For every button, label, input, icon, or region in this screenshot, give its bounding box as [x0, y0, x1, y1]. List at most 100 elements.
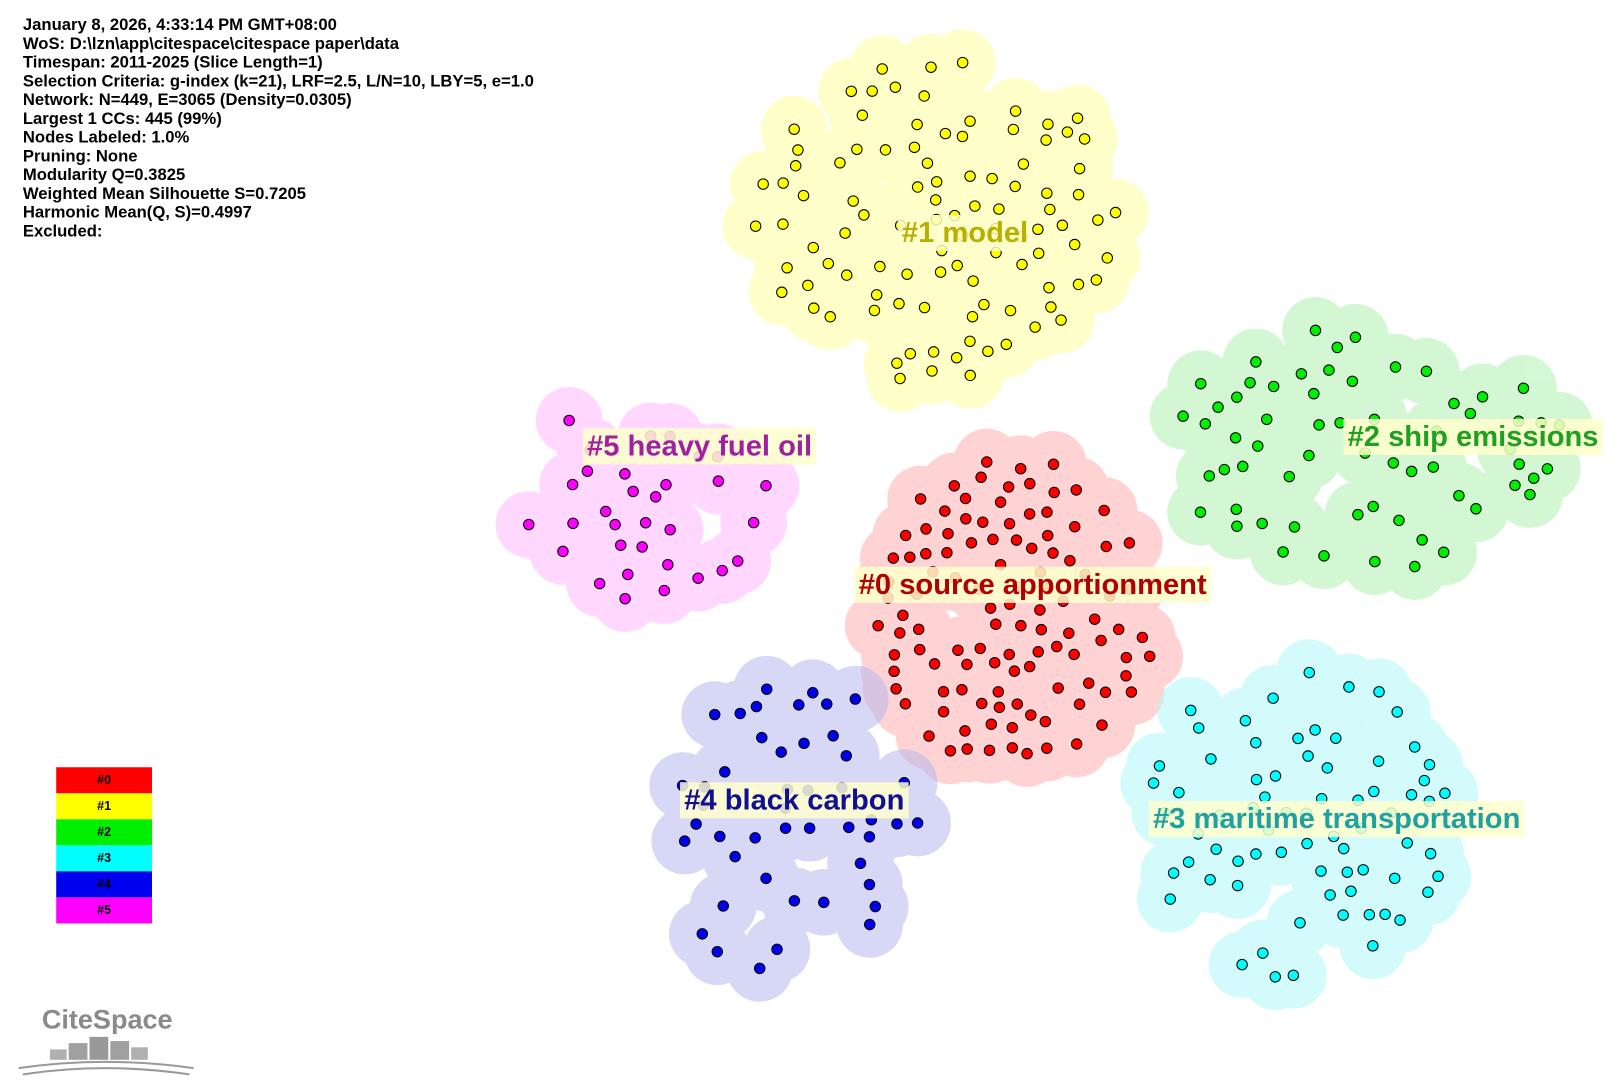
node [793, 699, 805, 711]
node [847, 195, 859, 207]
node [888, 649, 901, 661]
node [798, 737, 810, 750]
node [1250, 736, 1262, 749]
node [619, 592, 631, 605]
cluster-label: #5 heavy fuel oil [587, 430, 812, 462]
node [920, 523, 932, 535]
node [711, 945, 724, 958]
node [1011, 698, 1023, 710]
node [749, 832, 761, 844]
node [1373, 686, 1385, 698]
node [622, 568, 634, 581]
node [1177, 410, 1189, 422]
node [843, 821, 855, 834]
node [658, 584, 671, 597]
node [1064, 554, 1076, 567]
node [753, 962, 766, 975]
node [1185, 704, 1197, 717]
node [1257, 947, 1269, 959]
node [1003, 648, 1015, 661]
node [1343, 681, 1355, 693]
node [1014, 462, 1027, 475]
node [1367, 500, 1379, 513]
node [1099, 686, 1112, 699]
node [1034, 604, 1046, 616]
node [788, 123, 800, 135]
cluster-label: #3 maritime transportation [1153, 803, 1520, 835]
node [1210, 843, 1222, 855]
node [1112, 623, 1125, 636]
node [523, 518, 535, 531]
node [897, 609, 909, 622]
node [775, 746, 787, 758]
node [1052, 682, 1064, 694]
node [1204, 873, 1216, 886]
node [851, 143, 863, 156]
node [1288, 521, 1301, 533]
node [899, 698, 912, 710]
legend-swatch [56, 897, 152, 924]
node [1194, 378, 1207, 390]
cluster-area [495, 387, 800, 633]
node [964, 369, 976, 382]
header-line: Harmonic Mean(Q, S)=0.4997 [23, 203, 252, 222]
legend-label: #1 [97, 799, 111, 813]
node [1331, 341, 1343, 354]
node [678, 835, 691, 847]
node [849, 693, 862, 705]
legend-swatch [56, 819, 152, 846]
node [1302, 750, 1314, 762]
node [1231, 520, 1243, 532]
node [1048, 486, 1060, 499]
node [1120, 670, 1132, 682]
node [777, 177, 789, 189]
node [1055, 314, 1067, 326]
legend-label: #4 [97, 877, 111, 891]
node [891, 818, 903, 830]
node [959, 492, 972, 505]
node [1269, 971, 1281, 983]
node [1313, 419, 1325, 431]
logo-bar [89, 1036, 109, 1060]
node [1000, 338, 1013, 351]
node [1098, 504, 1110, 517]
node [1009, 180, 1021, 193]
node [1061, 126, 1074, 138]
node [1295, 368, 1308, 380]
cluster-label: #4 black carbon [684, 784, 904, 816]
node [807, 687, 819, 699]
node [966, 311, 979, 323]
node [1321, 762, 1334, 774]
node [1070, 484, 1082, 496]
node [599, 505, 612, 518]
node [639, 517, 652, 529]
node [920, 548, 932, 560]
logo-book [18, 1060, 194, 1076]
node [779, 822, 792, 834]
node [894, 627, 906, 639]
node [948, 480, 961, 492]
node [714, 830, 726, 843]
node [1448, 397, 1460, 410]
node [1070, 738, 1083, 750]
node [1205, 753, 1217, 765]
header-line: Network: N=449, E=3065 (Density=0.0305) [23, 90, 352, 109]
node [1363, 908, 1376, 921]
node [969, 200, 981, 212]
node [1250, 773, 1263, 786]
node [749, 220, 762, 232]
node [660, 479, 672, 491]
cluster-areas [495, 29, 1593, 1011]
node [1029, 321, 1041, 333]
node [1072, 188, 1085, 201]
label-background [854, 566, 1212, 603]
node [1252, 440, 1264, 452]
logo-bar [131, 1047, 148, 1060]
node [757, 178, 769, 190]
node [1391, 706, 1403, 718]
node [976, 697, 988, 710]
node [1063, 627, 1075, 639]
node [1004, 304, 1017, 317]
node [615, 539, 627, 551]
node [1309, 324, 1322, 337]
